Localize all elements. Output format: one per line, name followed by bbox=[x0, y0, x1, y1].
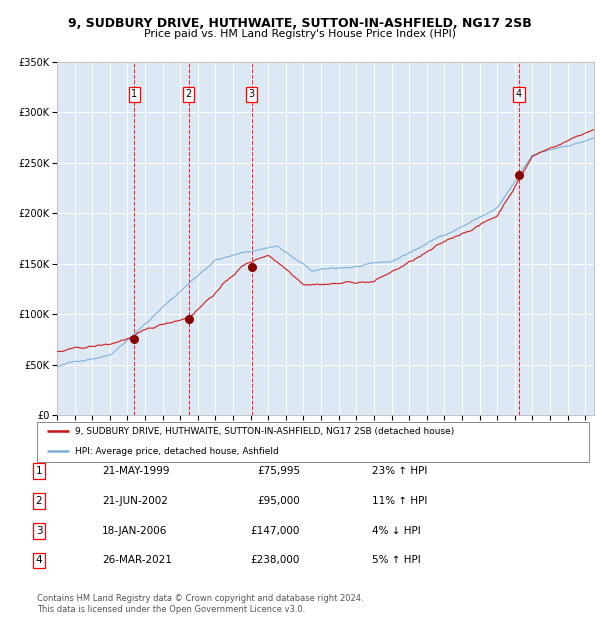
Text: £238,000: £238,000 bbox=[251, 556, 300, 565]
Text: 2: 2 bbox=[185, 89, 191, 99]
Text: £95,000: £95,000 bbox=[257, 496, 300, 506]
Text: 3: 3 bbox=[248, 89, 254, 99]
Text: Price paid vs. HM Land Registry's House Price Index (HPI): Price paid vs. HM Land Registry's House … bbox=[144, 29, 456, 39]
Text: 4: 4 bbox=[516, 89, 522, 99]
Text: 9, SUDBURY DRIVE, HUTHWAITE, SUTTON-IN-ASHFIELD, NG17 2SB (detached house): 9, SUDBURY DRIVE, HUTHWAITE, SUTTON-IN-A… bbox=[75, 427, 454, 436]
Text: 2: 2 bbox=[35, 496, 43, 506]
Text: £75,995: £75,995 bbox=[257, 466, 300, 476]
Text: 9, SUDBURY DRIVE, HUTHWAITE, SUTTON-IN-ASHFIELD, NG17 2SB: 9, SUDBURY DRIVE, HUTHWAITE, SUTTON-IN-A… bbox=[68, 17, 532, 30]
Text: 4: 4 bbox=[35, 556, 43, 565]
Text: £147,000: £147,000 bbox=[251, 526, 300, 536]
Text: 3: 3 bbox=[35, 526, 43, 536]
Text: 11% ↑ HPI: 11% ↑ HPI bbox=[372, 496, 427, 506]
Text: Contains HM Land Registry data © Crown copyright and database right 2024.
This d: Contains HM Land Registry data © Crown c… bbox=[37, 595, 364, 614]
Text: 1: 1 bbox=[35, 466, 43, 476]
Text: 23% ↑ HPI: 23% ↑ HPI bbox=[372, 466, 427, 476]
Text: 21-MAY-1999: 21-MAY-1999 bbox=[102, 466, 170, 476]
Text: 1: 1 bbox=[131, 89, 137, 99]
Text: 21-JUN-2002: 21-JUN-2002 bbox=[102, 496, 168, 506]
Text: 26-MAR-2021: 26-MAR-2021 bbox=[102, 556, 172, 565]
Text: 5% ↑ HPI: 5% ↑ HPI bbox=[372, 556, 421, 565]
Text: 4% ↓ HPI: 4% ↓ HPI bbox=[372, 526, 421, 536]
Text: 18-JAN-2006: 18-JAN-2006 bbox=[102, 526, 167, 536]
Text: HPI: Average price, detached house, Ashfield: HPI: Average price, detached house, Ashf… bbox=[75, 447, 278, 456]
